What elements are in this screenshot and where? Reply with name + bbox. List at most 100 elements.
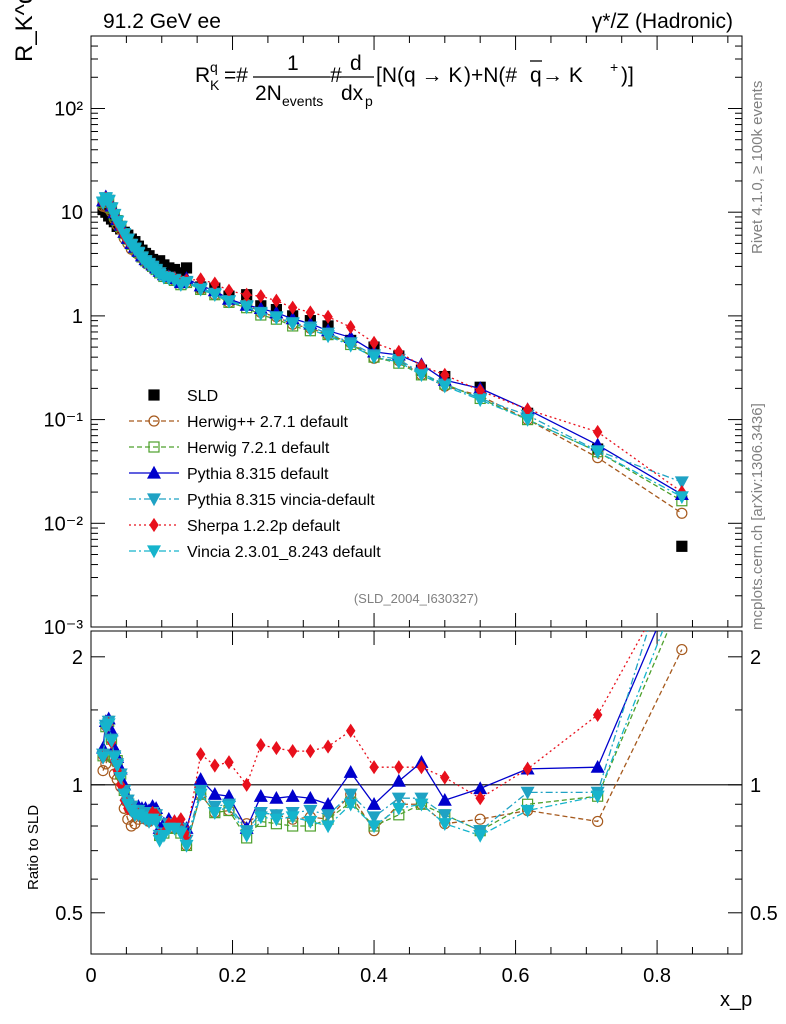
ratio-point — [391, 773, 406, 787]
ratio-point — [269, 813, 284, 827]
formula-frac2-num: d — [350, 52, 362, 75]
ratio-point — [321, 820, 336, 834]
ratio-point — [520, 786, 535, 800]
ratio-point — [305, 744, 316, 759]
data-point — [473, 394, 488, 408]
formula-r-sup: q — [210, 59, 218, 75]
ratio-point — [287, 744, 298, 759]
x-tick-label: 0.6 — [502, 965, 530, 987]
data-point — [113, 221, 128, 235]
y-tick-label: 10⁻¹ — [44, 410, 84, 432]
ratio-point — [590, 790, 605, 804]
ratio-point — [117, 788, 132, 802]
ratio-point — [323, 739, 333, 754]
data-point — [179, 276, 194, 290]
ratio-point — [369, 760, 379, 775]
ratio-point — [149, 815, 164, 829]
rivet-label: Rivet 4.1.0, ≥ 100k events — [749, 81, 766, 254]
ratio-point — [416, 760, 427, 775]
legend-label: Herwig++ 2.7.1 default — [187, 414, 349, 431]
data-point — [391, 356, 406, 370]
data-point — [592, 424, 603, 440]
ratio-point — [475, 791, 485, 806]
formula-rest4: )] — [621, 64, 634, 87]
data-point — [269, 312, 284, 325]
y-tick-label: 10² — [54, 98, 83, 120]
ratio-point — [676, 577, 688, 588]
data-point — [323, 309, 333, 324]
ratio-point — [104, 735, 119, 748]
ratio-y-tick-label-right: 2 — [750, 647, 761, 669]
ratio-point — [590, 759, 605, 773]
ratio-plot-series — [96, 564, 688, 853]
ratio-point — [391, 792, 406, 806]
ratio-point — [343, 765, 358, 778]
header-right: γ*/Z (Hadronic) — [592, 10, 733, 33]
formula: R K q =# 1 2N events # d dx p [N(q → K )… — [195, 52, 634, 109]
legend-label: Sherpa 1.2.2p default — [187, 518, 341, 535]
data-point — [101, 195, 116, 209]
data-point — [241, 287, 252, 302]
ratio-ylabel: Ratio to SLD — [25, 805, 42, 890]
legend-marker — [148, 441, 160, 453]
ratio-point — [676, 643, 688, 656]
ratio-point — [241, 777, 252, 792]
ratio-point — [367, 811, 382, 825]
ratio-plot-frame — [90, 630, 743, 955]
data-point — [253, 308, 268, 321]
ratio-point — [110, 759, 125, 773]
data-point — [520, 413, 535, 427]
ratio-point — [473, 829, 488, 843]
ratio-point — [195, 747, 206, 762]
ratio-point — [207, 807, 222, 820]
formula-frac1-den: 2N — [255, 82, 282, 105]
ratio-series-vincia-2-3-01-8-243-default — [96, 577, 688, 853]
ratio-y-tick-label: 1 — [72, 775, 83, 797]
data-point — [414, 369, 429, 383]
formula-hash: # — [330, 64, 342, 87]
ratio-point — [345, 723, 356, 738]
legend-marker — [146, 545, 162, 559]
ratio-point — [440, 770, 450, 785]
ratio-point — [285, 811, 300, 825]
ratio-point — [210, 758, 220, 773]
ratio-point — [303, 804, 318, 818]
formula-rest2: )+N(# — [464, 64, 517, 87]
data-point — [104, 202, 119, 216]
formula-rest3: → K — [542, 64, 583, 87]
ratio-point — [474, 813, 486, 825]
data-point — [343, 339, 358, 353]
series-vincia-2-3-01-8-243-default — [96, 192, 689, 505]
x-tick-label: 0 — [85, 965, 96, 987]
legend: SLD Herwig++ 2.7.1 default Herwig 7.2.1 de… — [129, 388, 381, 561]
ratio-point — [269, 790, 284, 804]
ratio-point — [522, 761, 533, 776]
data-point — [107, 209, 122, 223]
data-point — [239, 301, 254, 315]
ratio-point — [101, 718, 116, 732]
ratio-point — [321, 809, 336, 823]
x-tick-label: 0.2 — [219, 965, 247, 987]
ratio-point — [437, 809, 452, 823]
top-plot-series — [96, 189, 689, 552]
legend-label: Pythia 8.315 vincia-default — [187, 492, 375, 509]
x-tick-label: 0.8 — [643, 965, 671, 987]
data-point — [303, 323, 318, 337]
formula-eq: =# — [224, 64, 248, 87]
ylabel-r: R_K^q — [11, 0, 38, 62]
data-point — [676, 507, 688, 519]
legend-marker — [146, 493, 162, 507]
y-tick-label: 10⁻² — [44, 513, 84, 535]
data-point — [674, 476, 689, 490]
ratio-point — [253, 811, 268, 825]
ratio-point — [676, 564, 688, 575]
data-point — [305, 305, 316, 320]
ratio-point — [343, 798, 358, 812]
y-tick-label: 10 — [61, 202, 83, 224]
ratio-point — [321, 797, 336, 810]
ratio-point — [391, 802, 406, 816]
ratio-point — [271, 741, 282, 756]
data-point — [345, 319, 356, 335]
legend-marker — [149, 517, 159, 533]
